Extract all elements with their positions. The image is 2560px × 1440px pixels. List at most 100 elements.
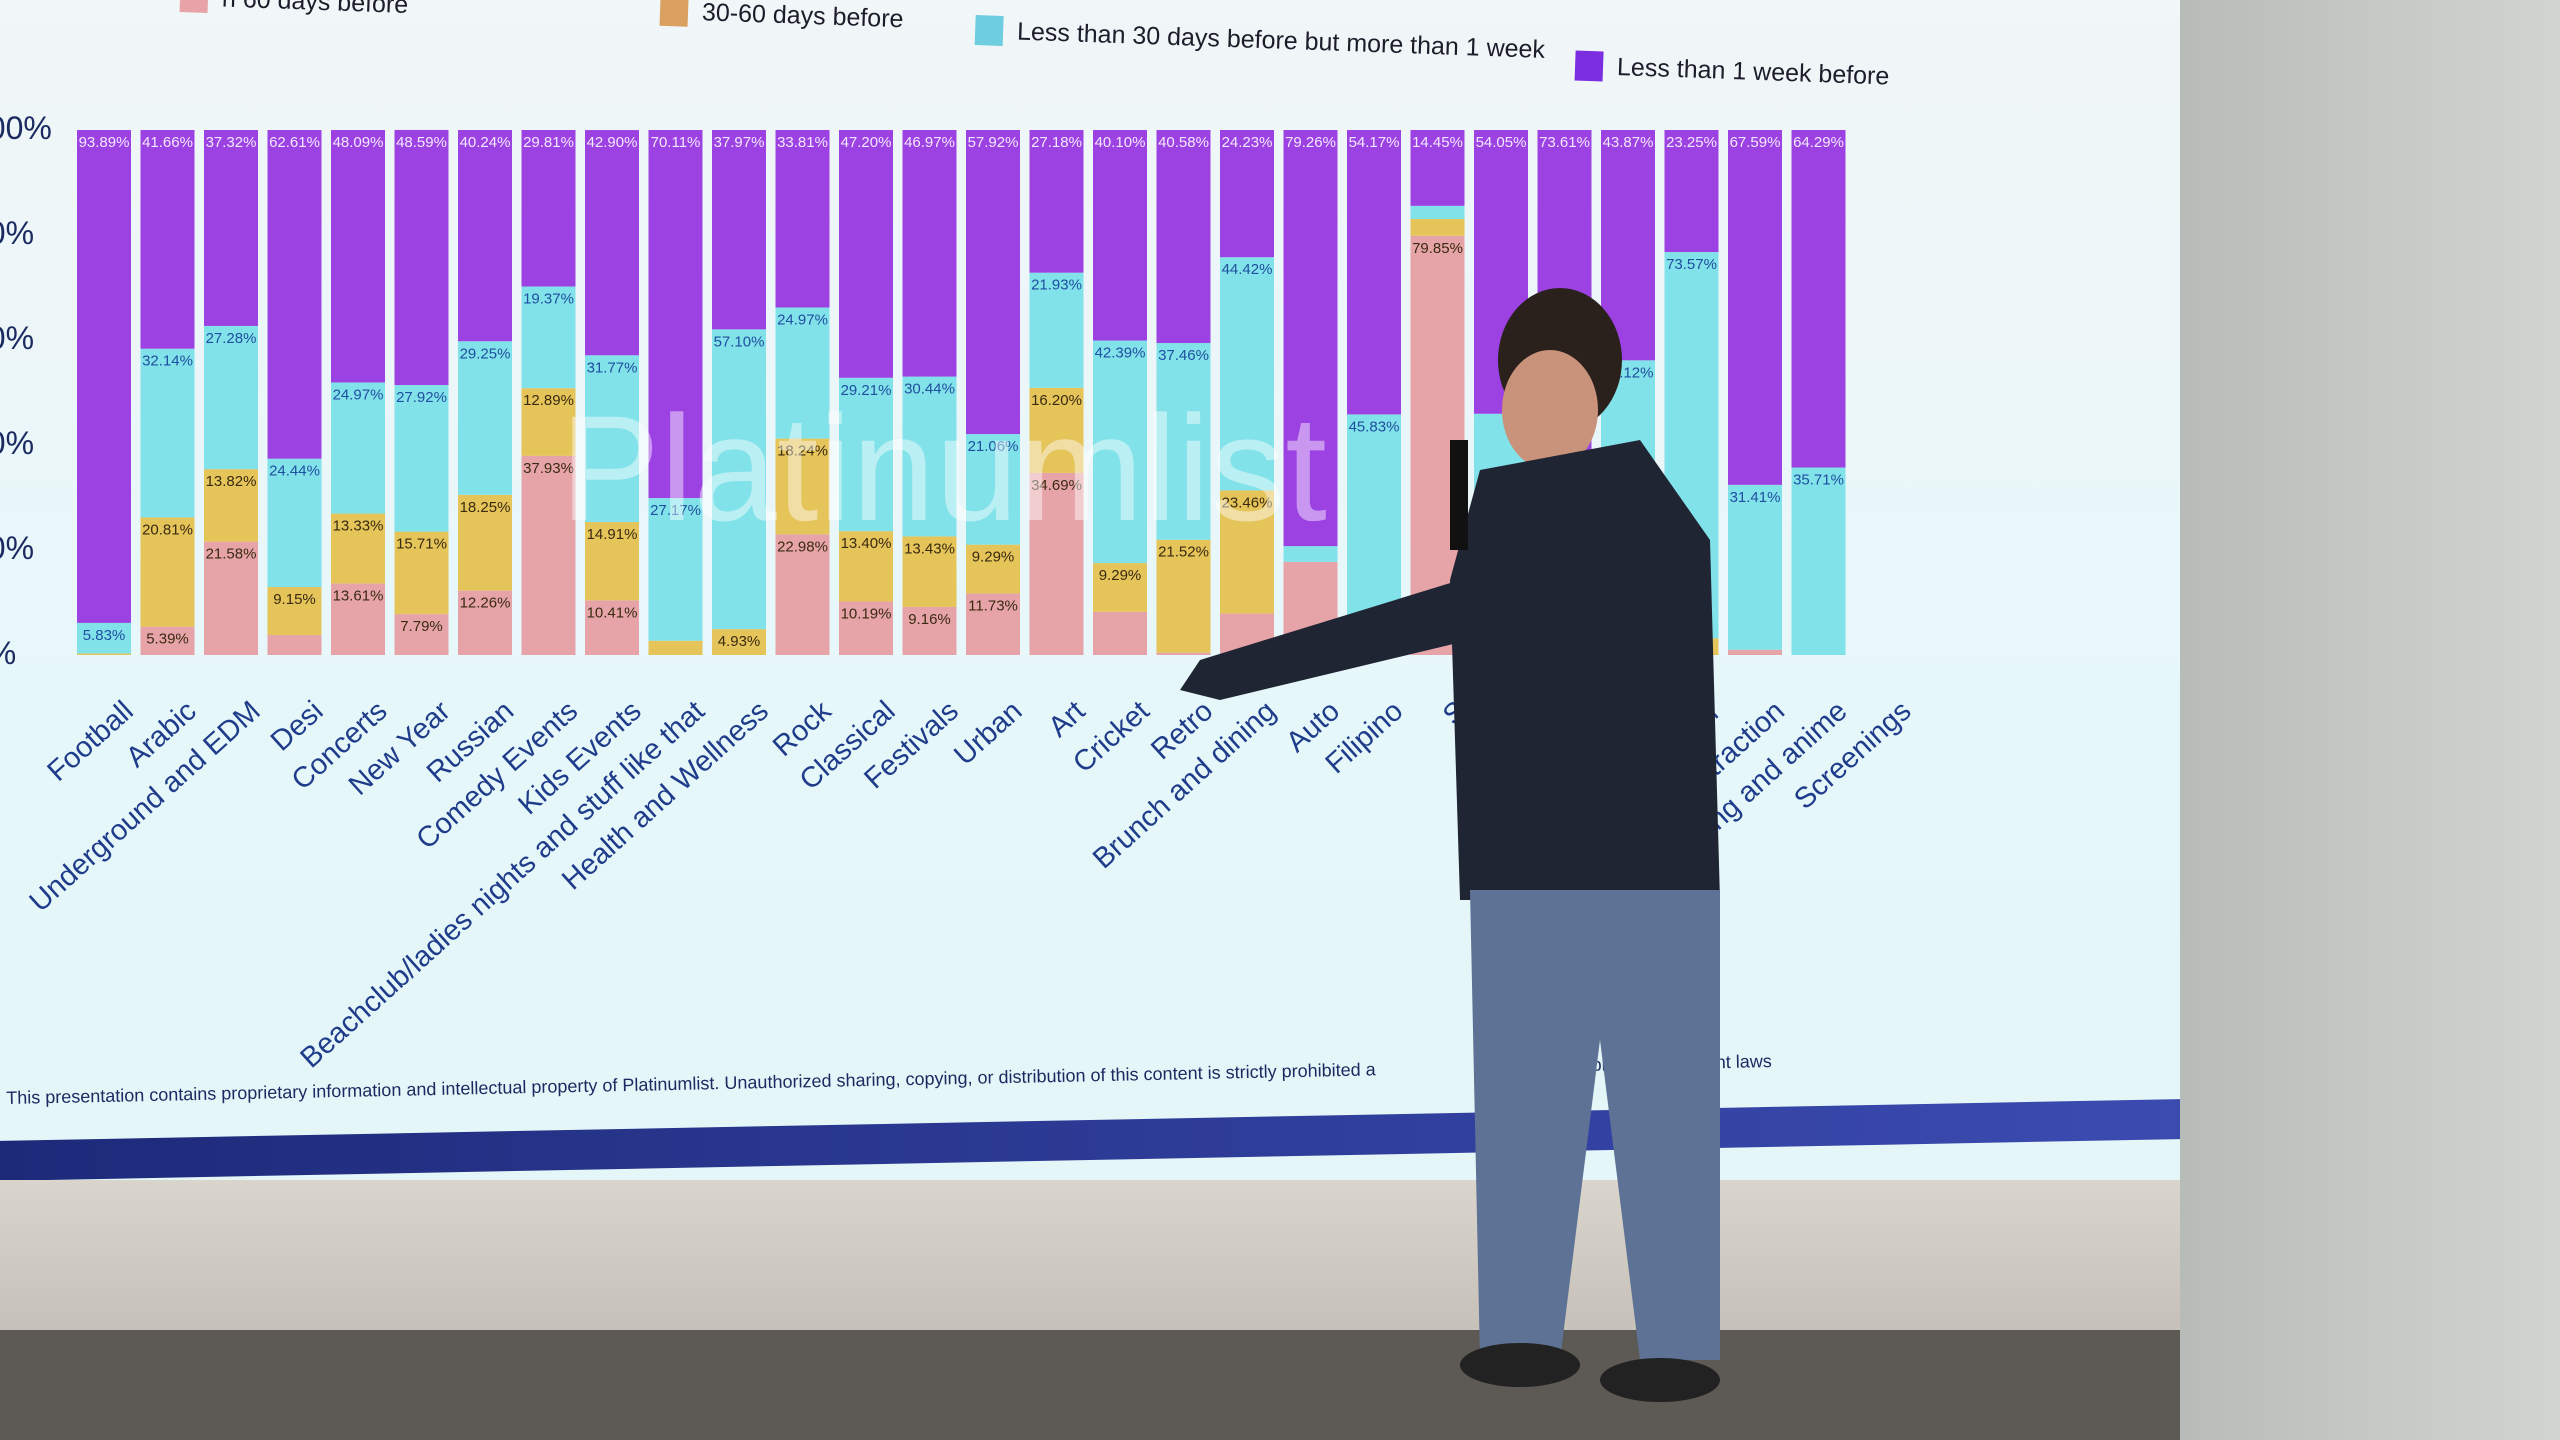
bar-segment-under_1_week <box>585 130 639 356</box>
data-label: 15.71% <box>396 536 447 553</box>
bar-segment-30_60 <box>712 629 766 655</box>
data-label: 31.77% <box>587 359 638 376</box>
data-label: 40.10% <box>1095 134 1146 151</box>
data-label: 13.40% <box>841 535 892 552</box>
data-label: 40.24% <box>460 134 511 151</box>
bar-segment-30_60 <box>1029 387 1084 473</box>
data-label: 23.46% <box>1222 494 1273 511</box>
bar-segment-under_30 <box>1220 257 1274 491</box>
bar-segment-under_1_week <box>1220 130 1274 258</box>
bar-segment-more_than_60 <box>902 606 957 655</box>
data-label: 14.45% <box>1412 134 1463 151</box>
bar-segment-30_60 <box>267 587 322 636</box>
data-label: 37.97% <box>714 134 765 151</box>
bar-segment-under_30 <box>1728 484 1782 650</box>
data-label: 21.06% <box>968 438 1019 455</box>
data-label: 64.29% <box>1793 134 1844 151</box>
bar-stack: 10.19% 13.40% 29.21% 47.20% <box>839 130 893 655</box>
stage-floor <box>0 1330 2560 1440</box>
bar-segment-30_60 <box>394 531 449 615</box>
y-tick-label: 80% <box>0 215 35 251</box>
bar-segment-under_30 <box>1029 272 1084 388</box>
bar-segment-under_30 <box>839 377 893 532</box>
data-label: 79.85% <box>1412 240 1463 257</box>
bar-stack: 21.52% 37.46% 40.58% <box>1156 130 1211 655</box>
bar-segment-under_30 <box>585 355 639 523</box>
data-label: 5.83% <box>83 627 126 644</box>
data-label: 21.52% <box>1158 544 1209 561</box>
data-label: 18.24% <box>777 443 828 460</box>
data-label: 18.25% <box>460 499 511 516</box>
data-label: 21.93% <box>1031 277 1082 294</box>
bar-segment-under_1_week <box>140 130 195 349</box>
bar-segment-30_60 <box>648 640 703 655</box>
data-label: 37.46% <box>1158 347 1209 364</box>
data-label: 21.58% <box>206 546 257 563</box>
data-label: 35.71% <box>1793 472 1844 489</box>
data-label: 31.41% <box>1730 489 1781 506</box>
bar-segment-under_1_week <box>648 130 703 499</box>
data-label: 79.26% <box>1285 134 1336 151</box>
bar-stack: 13.61% 13.33% 24.97% 48.09% <box>331 130 385 655</box>
bar-segment-under_30 <box>1156 343 1211 540</box>
bar-segment-under_1_week <box>331 130 385 383</box>
y-tick-label: 0% <box>0 635 16 672</box>
bar-segment-30_60 <box>966 544 1020 594</box>
data-label: 45.83% <box>1349 418 1400 435</box>
bar-segment-under_1_week <box>1791 130 1846 468</box>
bar-segment-under_30 <box>521 286 576 389</box>
data-label: 41.66% <box>142 134 193 151</box>
data-label: 11.73% <box>968 597 1018 614</box>
data-label: 44.42% <box>1222 261 1273 278</box>
bar-segment-more_than_60 <box>458 590 512 655</box>
stacked-bar-chart: 5.83% 93.89% 5.39% 20.81% 32.14% 41.66% 21.58%… <box>77 129 1846 655</box>
bar-segment-more_than_60 <box>140 626 195 655</box>
data-label: 46.97% <box>904 134 955 151</box>
data-label: 62.61% <box>269 134 320 151</box>
bar-segment-under_1_week <box>521 130 576 287</box>
bar-stack: 7.79% 15.71% 27.92% 48.59% <box>394 129 449 655</box>
bar-segment-30_60 <box>1220 490 1274 614</box>
bar-segment-under_30 <box>648 498 703 641</box>
data-label: 24.97% <box>777 312 828 329</box>
bar-segment-under_1_week <box>267 130 322 459</box>
bar-stack: 9.15% 24.44% 62.61% <box>267 130 322 655</box>
bar-segment-under_1_week <box>1029 130 1084 273</box>
bar-segment-30_60 <box>585 522 639 601</box>
bar-segment-under_1_week <box>394 129 449 386</box>
data-label: 73.61% <box>1539 134 1590 151</box>
bar-segment-under_1_week <box>77 130 131 623</box>
data-label: 9.15% <box>273 591 316 608</box>
bar-segment-more_than_60 <box>1093 611 1147 655</box>
bar-segment-more_than_60 <box>267 635 322 655</box>
data-label: 13.33% <box>333 518 384 535</box>
bar-stack: 35.71% 64.29% <box>1791 130 1846 655</box>
bar-stack: 9.29% 42.39% 40.10% <box>1093 130 1147 655</box>
bar-segment-under_1_week <box>1283 130 1338 547</box>
data-label: 48.09% <box>333 134 384 151</box>
bar-segment-under_30 <box>712 329 766 630</box>
bar-segment-more_than_60 <box>394 614 449 655</box>
data-label: 42.90% <box>587 134 638 151</box>
bar-segment-under_30 <box>140 348 195 518</box>
bar-segment-under_30 <box>77 622 131 654</box>
bar-segment-30_60 <box>521 388 576 456</box>
data-label: 40.58% <box>1158 134 1209 151</box>
bar-segment-more_than_60 <box>775 534 830 655</box>
bar-stack: 27.17% 70.11% <box>648 130 703 655</box>
data-label: 54.05% <box>1476 134 1527 151</box>
data-label: 27.28% <box>206 330 257 347</box>
data-label: 29.25% <box>460 345 511 362</box>
bar-segment-more_than_60 <box>585 600 639 655</box>
bar-stack: 12.26% 18.25% 29.25% 40.24% <box>458 130 512 655</box>
data-label: 93.89% <box>79 134 130 151</box>
data-label: 23.25% <box>1666 134 1717 151</box>
data-label: 4.93% <box>718 633 761 650</box>
data-label: 19.37% <box>523 291 574 308</box>
bar-segment-under_30 <box>966 434 1020 545</box>
bar-segment-under_1_week <box>204 130 258 326</box>
bar-segment-30_60 <box>1156 539 1211 653</box>
bar-segment-30_60 <box>839 531 893 602</box>
bar-segment-under_1_week <box>902 130 957 377</box>
bar-segment-under_1_week <box>458 130 512 342</box>
